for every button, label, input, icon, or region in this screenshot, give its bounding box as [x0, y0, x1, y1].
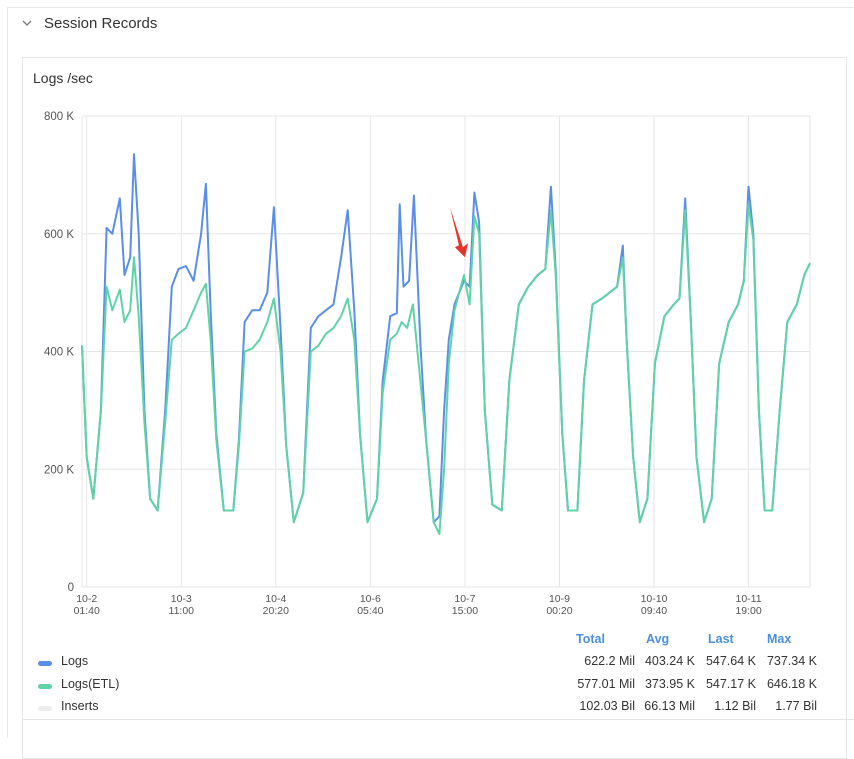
x-tick-label: 11:00: [169, 605, 195, 617]
x-tick-label: 05:40: [357, 605, 383, 617]
legend-row-logs-etl[interactable]: Logs(ETL) 577.01 Mil 373.95 K 547.17 K 6…: [23, 677, 846, 699]
x-tick-label: 09:40: [641, 605, 667, 617]
legend-header-total[interactable]: Total: [576, 632, 605, 646]
legend-row-logs[interactable]: Logs 622.2 Mil 403.24 K 547.64 K 737.34 …: [23, 654, 846, 676]
line-chart[interactable]: 0 200 K 400 K 600 K 800 K 10-201:40 10-311:00 1…: [23, 58, 846, 628]
x-tick-label: 10-3: [171, 593, 192, 605]
legend-last: 547.64 K: [705, 654, 756, 668]
x-tick-label: 10-6: [360, 593, 381, 605]
x-tick-label: 00:20: [546, 605, 572, 617]
x-tick-label: 10-11: [736, 593, 762, 605]
panel-title: Logs /sec: [33, 70, 93, 86]
legend-avg: 66.13 Mil: [644, 699, 695, 713]
legend-header-avg[interactable]: Avg: [646, 632, 670, 646]
legend-total: 102.03 Bil: [579, 699, 635, 713]
x-tick-label: 15:00: [452, 605, 478, 617]
x-tick-label: 20:20: [263, 605, 289, 617]
x-tick-label: 01:40: [74, 605, 100, 617]
divider: [22, 719, 854, 720]
y-tick-label: 0: [68, 582, 74, 594]
y-tick-label: 400 K: [44, 347, 74, 359]
y-tick-label: 200 K: [44, 464, 74, 476]
legend-total: 577.01 Mil: [577, 677, 635, 691]
annotation-arrow: [449, 207, 468, 258]
legend-avg: 373.95 K: [644, 677, 695, 691]
series-line-logs: [81, 153, 811, 524]
legend-swatch: [38, 661, 52, 666]
x-tick-label: 10-7: [454, 593, 475, 605]
legend-series-name: Inserts: [61, 699, 99, 713]
legend-max: 1.77 Bil: [775, 699, 817, 713]
legend-series-name: Logs: [61, 654, 89, 668]
x-tick-label: 10-10: [641, 593, 668, 605]
legend-last: 547.17 K: [705, 677, 756, 691]
chart-panel: Logs /sec 0 200 K 400 K 600 K 800 K 10-2 01:40…: [22, 57, 847, 759]
x-tick-label: 10-2: [76, 593, 97, 605]
x-tick-label: 10-9: [549, 593, 570, 605]
x-tick-label: 19:00: [735, 605, 761, 617]
section-title: Session Records: [44, 14, 158, 32]
y-tick-label: 600 K: [44, 229, 74, 241]
legend-header-last[interactable]: Last: [708, 632, 734, 646]
legend-total: 622.2 Mil: [584, 654, 635, 668]
legend-header-max[interactable]: Max: [767, 632, 792, 646]
legend-row-inserts[interactable]: Inserts 102.03 Bil 66.13 Mil 1.12 Bil 1.…: [23, 699, 846, 721]
section-toggle[interactable]: Session Records: [20, 10, 157, 36]
y-tick-label: 800 K: [44, 111, 74, 123]
legend-avg: 403.24 K: [644, 654, 695, 668]
legend-max: 646.18 K: [766, 677, 817, 691]
chevron-down-icon: [22, 20, 32, 26]
legend-swatch: [38, 706, 52, 711]
legend-max: 737.34 K: [766, 654, 817, 668]
series-line-logs-etl: [81, 203, 811, 535]
x-tick-label: 10-4: [265, 593, 286, 605]
legend-swatch: [38, 684, 52, 689]
legend-series-name: Logs(ETL): [61, 677, 120, 691]
legend-last: 1.12 Bil: [714, 699, 756, 713]
